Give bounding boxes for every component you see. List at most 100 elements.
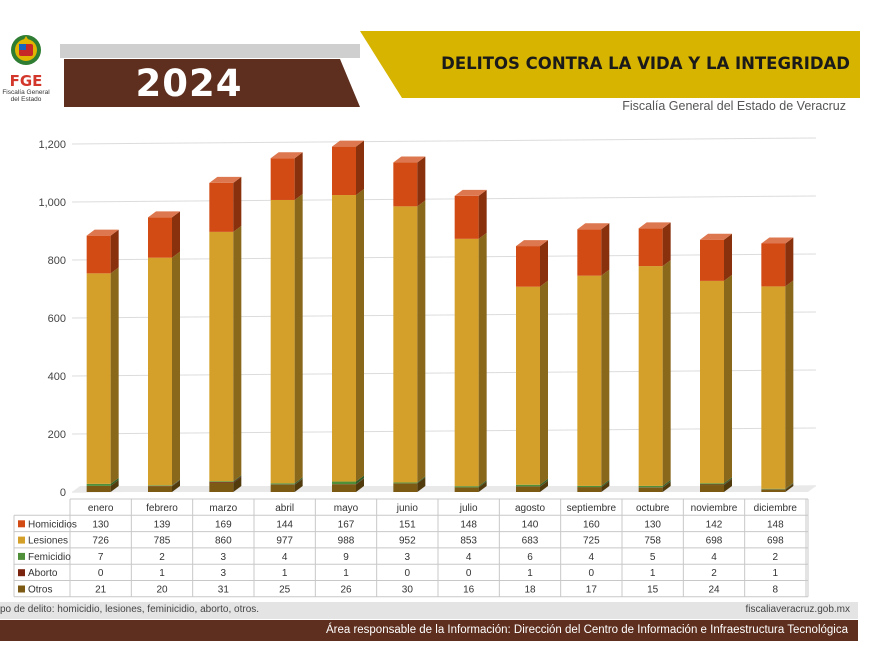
data-label: 15 [647, 585, 659, 596]
bar-segment-side [785, 483, 794, 490]
bar-segment [393, 206, 418, 483]
data-label: 698 [767, 536, 784, 547]
bar-segment-side [110, 479, 119, 492]
bar-top-face [638, 222, 671, 229]
data-label: 726 [92, 536, 109, 547]
gridline [71, 311, 817, 319]
bar-segment [454, 195, 479, 239]
footer-brown-band [0, 620, 858, 641]
data-label: 683 [522, 536, 539, 547]
data-label: 1 [773, 568, 779, 579]
bar-segment-side [356, 475, 364, 485]
data-label: 860 [215, 536, 232, 547]
bar-segment [209, 481, 234, 483]
data-label: 148 [460, 519, 477, 530]
bar-segment [516, 286, 540, 485]
bar-segment-side [724, 233, 732, 281]
bar-segment-side [233, 475, 242, 483]
bar-segment [270, 483, 295, 485]
data-label: 725 [583, 536, 600, 547]
bar-segment-side [172, 211, 180, 258]
bar-top-face [270, 152, 303, 159]
bar-segment [86, 235, 111, 274]
footer-responsible-area: Área responsable de la Información: Dire… [325, 624, 848, 636]
legend-swatch [18, 552, 25, 560]
bar-segment [454, 486, 479, 488]
x-category-label: enero [88, 503, 114, 514]
bar-segment [761, 286, 786, 489]
bar-segment-side [356, 478, 364, 485]
bar-segment-side [662, 481, 671, 492]
legend-swatch [18, 569, 25, 577]
bar-segment-side [478, 232, 487, 487]
bar-segment [209, 483, 234, 492]
data-label: 167 [338, 519, 355, 530]
bar-segment [454, 487, 479, 492]
legend-swatch [18, 536, 25, 544]
bar-segment-side [785, 482, 794, 490]
bar-segment [332, 484, 356, 492]
fge-logo: FGE Fiscalía General del Estado [2, 32, 50, 103]
data-label: 0 [98, 568, 104, 579]
bar-segment [86, 483, 111, 486]
bar-segment [454, 238, 479, 487]
data-label: 0 [466, 568, 472, 579]
bar-segment-side [417, 200, 426, 483]
year-badge [64, 59, 360, 107]
gridline [71, 369, 817, 377]
data-label: 130 [92, 519, 109, 530]
x-category-label: septiembre [567, 503, 617, 514]
x-category-label: febrero [146, 503, 178, 514]
bar-top-face [209, 176, 242, 183]
y-tick-label: 200 [48, 429, 66, 441]
bar-segment [638, 485, 663, 488]
data-label: 1 [343, 568, 349, 579]
data-label: 3 [221, 568, 227, 579]
bar-segment-side [233, 176, 242, 232]
data-label: 1 [650, 568, 656, 579]
data-label: 977 [276, 536, 293, 547]
legend-label: Femicidio [28, 552, 71, 563]
x-category-label: diciembre [754, 503, 798, 514]
x-category-label: mayo [334, 503, 359, 514]
bar-segment [638, 266, 663, 486]
bar-segment [516, 246, 540, 287]
data-label: 144 [276, 519, 293, 530]
bar-segment-side [356, 478, 364, 492]
data-label: 21 [95, 585, 107, 596]
data-label: 4 [589, 552, 595, 563]
bar-segment [393, 482, 418, 484]
data-label: 1 [527, 568, 533, 579]
bar-segment-side [172, 251, 180, 486]
bar-segment-side [724, 479, 732, 492]
data-label: 758 [644, 536, 661, 547]
bar-segment [148, 486, 172, 492]
footer-url[interactable]: fiscaliaveracruz.gob.mx [745, 604, 850, 615]
data-label: 16 [463, 585, 475, 596]
bar-segment-side [540, 480, 548, 487]
y-tick-label: 400 [48, 371, 66, 383]
bar-segment [700, 483, 724, 485]
year-label: 2024 [135, 62, 243, 105]
bar-segment-side [417, 156, 426, 207]
bar-segment [700, 280, 724, 484]
page-title: DELITOS CONTRA LA VIDA Y LA INTEGRIDAD [441, 54, 850, 73]
bar-segment-side [540, 240, 548, 287]
bar-segment [209, 482, 234, 484]
x-category-label: marzo [209, 503, 237, 514]
bar-top-face [332, 140, 364, 147]
data-label: 5 [650, 552, 656, 563]
data-label: 24 [708, 585, 720, 596]
data-label: 698 [706, 536, 723, 547]
bar-segment [332, 481, 356, 485]
bar-segment [270, 484, 295, 492]
bar-segment-side [478, 189, 487, 239]
bar-segment [638, 228, 663, 267]
legend-label: Otros [28, 585, 52, 596]
bar-segment [209, 182, 234, 232]
legend-label: Aborto [28, 568, 58, 579]
bar-segment [393, 162, 418, 207]
bar-top-face [577, 223, 610, 230]
data-label: 8 [773, 585, 779, 596]
bar-segment-side [172, 480, 180, 492]
